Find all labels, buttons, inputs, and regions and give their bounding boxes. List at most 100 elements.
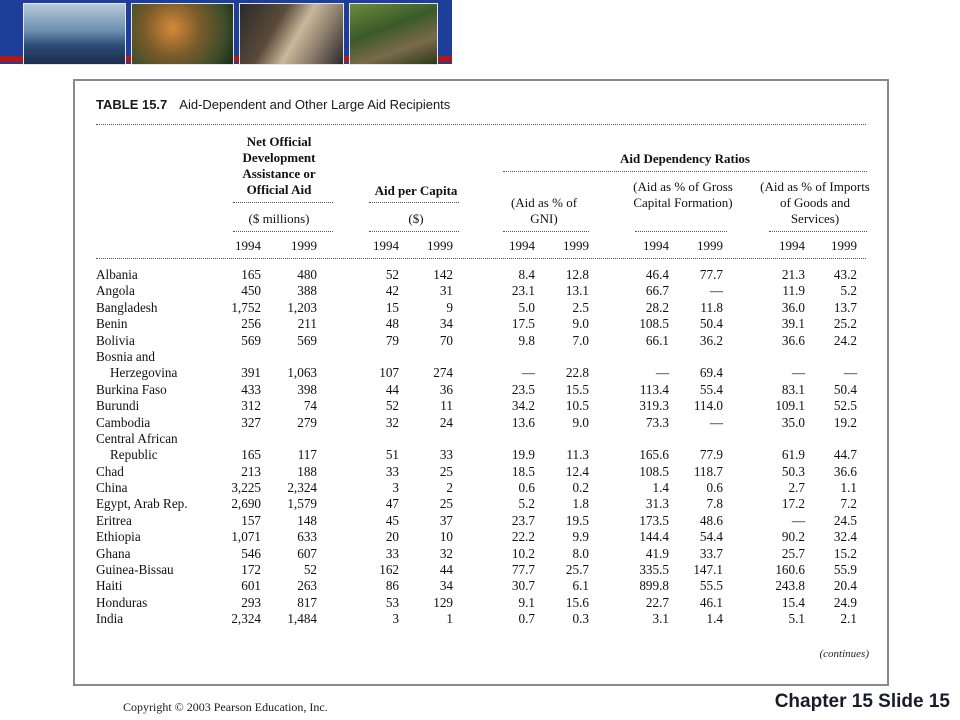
table-cell: — [655,365,669,381]
country-name: Bolivia [96,332,135,348]
table-cell: 607 [297,545,317,561]
country-name: Republic [110,447,158,463]
country-name: Egypt, Arab Rep. [96,496,188,512]
table-cell: 165.6 [639,447,669,463]
table-cell: 43.2 [833,267,857,282]
table-cell: 0.6 [518,480,535,496]
table-cell: 2 [446,480,453,496]
header-per-capita-unit: ($) [408,211,424,226]
table-cell: 388 [297,283,317,299]
table-cell: 2,324 [287,480,317,496]
table-cell: 213 [241,463,261,479]
table-cell: 7.8 [706,496,723,512]
table-cell: 33 [385,463,399,479]
year-label: 1999 [697,238,723,253]
table-cell: 32 [439,545,453,561]
table-cell: 546 [241,545,261,561]
table-cell: 15.2 [833,545,857,561]
table-cell: 24.2 [833,332,857,348]
table-cell: 48 [385,316,399,332]
table-cell: 23.7 [511,512,535,528]
table-cell: 433 [241,381,261,397]
header-ratios-rule [503,171,867,172]
table-cell: 8.0 [572,545,589,561]
table-cell: 41.9 [645,545,669,561]
table-row: China 3,225 2,324 3 2 0.6 0.2 1.4 0.6 2.7 1.1 [96,480,876,496]
country-name: China [96,480,128,496]
table-cell: 114.0 [693,398,723,414]
year-label: 1999 [831,238,857,253]
continues-note: (continues) [819,648,869,660]
table-cell: 33 [385,545,399,561]
table-cell: 263 [297,578,317,594]
table-cell: 42 [385,283,399,299]
header-gni: (Aid as % of GNI) [510,195,578,226]
table-cell: 2,324 [231,611,261,627]
table-cell: 77.9 [699,447,723,463]
table-cell: 165 [241,447,261,463]
table-cell: 86 [385,578,399,594]
table-row: Guinea-Bissau 172 52 162 44 77.7 25.7 335.5 147.… [96,562,876,578]
table-cell: 9.0 [572,316,589,332]
table-cell: 47 [385,496,399,512]
slide-number: Chapter 15 Slide 15 [774,691,950,712]
country-name: Herzegovina [110,365,178,381]
country-name: Chad [96,463,124,479]
header-ratios: Aid Dependency Ratios [619,151,750,166]
table-cell: 8.4 [518,267,535,282]
table-cell: 160.6 [775,562,805,578]
table-cell: 1,752 [231,299,261,315]
table-cell: 3 [392,611,399,627]
country-name: Ethiopia [96,529,141,545]
table-cell: 50.4 [699,316,723,332]
table-row: Herzegovina 391 1,063 107 274 — 22.8 — 69.4 — — [96,365,876,381]
year-label: 1999 [563,238,589,253]
table-cell: 108.5 [639,463,669,479]
table-row: Bolivia 569 569 79 70 9.8 7.0 66.1 36.2 36.6 24.2 [96,333,876,349]
table-cell: 32.4 [833,529,857,545]
table-row: Ethiopia 1,071 633 20 10 22.2 9.9 144.4 54.4 90.2… [96,529,876,545]
table-cell: 11 [440,398,453,414]
year-label: 1994 [643,238,669,253]
table-cell: 113.4 [639,381,669,397]
table-row: Albania 165 480 52 142 8.4 12.8 46.4 77.7 21.3 43.… [96,267,876,283]
table-cell: 17.5 [511,316,535,332]
year-label: 1994 [779,238,805,253]
table-cell: 450 [241,283,261,299]
table-cell: 33.7 [699,545,723,561]
table-cell: 9.8 [518,332,535,348]
table-cell: 817 [297,594,317,610]
table-row: India 2,324 1,484 3 1 0.7 0.3 3.1 1.4 5.1 2.1 [96,611,876,627]
table-cell: 55.9 [833,562,857,578]
table-cell: 3,225 [231,480,261,496]
table-cell: 1,203 [287,299,317,315]
country-name: Honduras [96,594,148,610]
table-cell: 293 [241,594,261,610]
table-cell: 107 [379,365,399,381]
table-cell: 90.2 [781,529,805,545]
table-cell: 899.8 [639,578,669,594]
table-cell: 66.1 [645,332,669,348]
table-cell: 34 [439,578,453,594]
table-cell: 74 [303,398,317,414]
table-row: Haiti 601 263 86 34 30.7 6.1 899.8 55.5 243.8 20.4 [96,578,876,594]
table-cell: 66.7 [645,283,669,299]
table-cell: 1.4 [706,611,723,627]
year-label: 1999 [291,238,317,253]
table-cell: — [709,283,723,299]
table-cell: 22.2 [511,529,535,545]
table-cell: 13.7 [833,299,857,315]
banner-photo-workers [349,3,438,65]
table-cell: — [709,414,723,430]
table-cell: 2.5 [572,299,589,315]
table-cell: 44.7 [833,447,857,463]
table-cell: 44 [439,562,453,578]
country-name: Haiti [96,578,123,594]
table-cell: 109.1 [775,398,805,414]
header-per-capita-rule [369,202,459,203]
country-name: Guinea-Bissau [96,562,174,578]
country-name: Cambodia [96,414,151,430]
table-cell: 9 [446,299,453,315]
table-cell: 61.9 [781,447,805,463]
table-cell: 0.2 [572,480,589,496]
